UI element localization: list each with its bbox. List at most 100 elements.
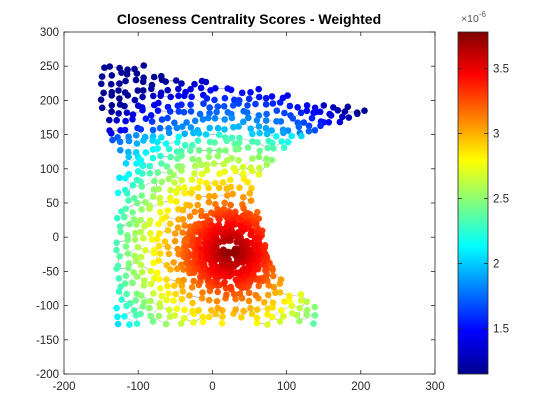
graph-node: [189, 307, 196, 315]
graph-node: [223, 185, 230, 192]
graph-node: [199, 289, 206, 296]
graph-node: [153, 269, 161, 277]
graph-node: [151, 101, 158, 109]
graph-node: [187, 190, 195, 197]
graph-node: [148, 85, 155, 93]
graph-node: [269, 299, 277, 307]
graph-node: [158, 178, 166, 186]
graph-node: [173, 265, 181, 273]
graph-node: [156, 230, 163, 237]
graph-node: [124, 250, 132, 257]
graph-node: [310, 109, 317, 117]
graph-node: [121, 102, 128, 110]
graph-node: [123, 290, 130, 298]
graph-node: [262, 101, 270, 108]
graph-node: [179, 229, 186, 236]
graph-node: [132, 76, 140, 84]
graph-node: [146, 162, 154, 170]
graph-node: [167, 266, 174, 273]
graph-node: [325, 119, 333, 126]
graph-node: [178, 101, 185, 108]
graph-node: [199, 318, 207, 326]
graph-node: [158, 134, 165, 141]
graph-node: [124, 66, 131, 73]
graph-node: [195, 147, 203, 154]
graph-node: [214, 152, 221, 160]
y-axis-ticks: -200 -150 -100 -50 0 50 100 150 200 250 300: [36, 27, 435, 381]
graph-node: [161, 238, 169, 245]
graph-node: [224, 192, 231, 199]
graph-node: [303, 298, 311, 306]
graph-node: [97, 96, 105, 103]
graph-node: [256, 147, 264, 155]
graph-node: [211, 96, 218, 104]
graph-node: [181, 306, 188, 314]
graph-node: [253, 306, 261, 313]
graph-node: [240, 307, 247, 315]
graph-node: [163, 296, 170, 304]
graph-node: [232, 306, 239, 313]
graph-node: [149, 193, 157, 200]
graph-node: [115, 275, 123, 282]
graph-node: [133, 320, 141, 328]
graph-node: [186, 213, 194, 220]
graph-node: [211, 192, 218, 200]
graph-node: [286, 102, 294, 110]
graph-node: [108, 130, 115, 137]
graph-node: [134, 199, 141, 207]
graph-node: [133, 140, 141, 147]
graph-node: [229, 190, 236, 198]
graph-node: [310, 320, 317, 327]
graph-node: [153, 235, 161, 243]
graph-node: [240, 194, 247, 201]
graph-node: [221, 278, 228, 286]
plot-area: -200 -100 0 100 200 300 -200 -150 -100 -50 0 50 100…: [36, 27, 445, 393]
graph-node: [278, 138, 286, 145]
graph-node: [175, 85, 182, 93]
graph-node: [245, 289, 253, 297]
graph-node: [280, 129, 287, 137]
graph-node: [155, 242, 163, 250]
graph-node: [156, 300, 164, 307]
graph-node: [190, 277, 197, 285]
graph-node: [171, 237, 179, 245]
graph-node: [200, 100, 207, 107]
graph-node: [236, 290, 244, 298]
graph-node: [277, 276, 285, 283]
graph-node: [240, 204, 247, 212]
graph-node: [353, 109, 361, 116]
graph-node: [175, 92, 182, 100]
graph-node: [106, 116, 113, 124]
graph-node: [198, 161, 205, 169]
graph-node: [155, 257, 162, 264]
graph-node: [131, 236, 139, 243]
graph-node: [195, 130, 203, 137]
graph-node: [164, 282, 171, 290]
graph-node: [197, 84, 205, 92]
graph-node: [264, 321, 271, 328]
graph-node: [167, 197, 175, 204]
graph-node: [179, 123, 186, 130]
graph-node: [155, 220, 162, 228]
graph-node: [255, 93, 263, 101]
graph-node: [247, 304, 254, 312]
colorbar-tick-label: 3.5: [493, 63, 509, 75]
graph-node: [175, 108, 183, 115]
graph-node: [255, 153, 263, 161]
graph-node: [113, 239, 120, 246]
graph-node: [188, 142, 196, 149]
graph-node: [116, 223, 124, 230]
graph-node: [158, 292, 165, 300]
chart-title: Closeness Centrality Scores - Weighted: [117, 11, 381, 27]
graph-node: [142, 115, 150, 122]
graph-node: [281, 109, 288, 117]
graph-node: [173, 198, 180, 205]
graph-node: [308, 114, 316, 122]
graph-node: [177, 320, 185, 327]
graph-node: [195, 307, 202, 314]
graph-node: [154, 107, 162, 114]
graph-node: [187, 124, 195, 131]
graph-node: [122, 160, 130, 167]
graph-node: [264, 311, 271, 318]
